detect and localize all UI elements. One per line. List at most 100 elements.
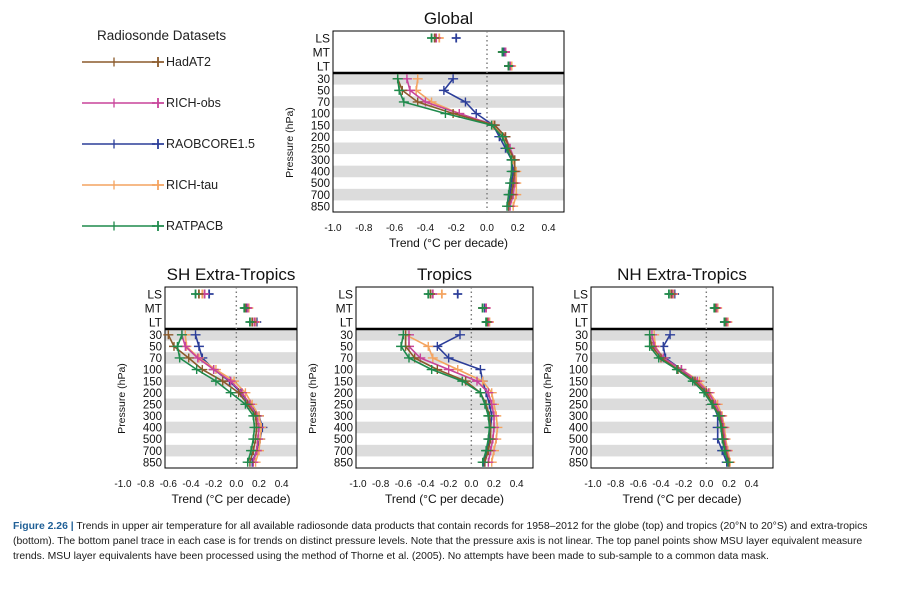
x-tick-label: -0.6 — [630, 479, 648, 490]
x-tick-label: -0.2 — [205, 479, 223, 490]
msu-point-ratpacb — [191, 289, 201, 299]
grid-band — [356, 398, 533, 411]
data-point-ratpacb — [240, 399, 251, 409]
pressure-tick-label: 30 — [340, 330, 353, 342]
x-tick-label: -0.8 — [607, 479, 625, 490]
pressure-tick-label: 50 — [317, 86, 330, 98]
pressure-tick-label: 200 — [569, 388, 588, 400]
grid-band — [333, 165, 564, 178]
x-axis-label: Trend (°C per decade) — [385, 492, 504, 506]
x-tick-label: -0.6 — [386, 223, 404, 234]
grid-band — [591, 329, 773, 341]
data-point-hadat2 — [412, 97, 423, 107]
data-point-raobcore1-5 — [193, 341, 204, 351]
data-point-ratpacb — [426, 365, 437, 375]
x-axis-label: Trend (°C per decade) — [171, 492, 290, 506]
data-point-rich-obs — [443, 365, 454, 375]
x-tick-label: 0.4 — [745, 479, 759, 490]
legend-marker-ratpacb — [152, 221, 164, 231]
data-point-ratpacb — [502, 201, 513, 211]
x-tick-label: -0.8 — [137, 479, 155, 490]
pressure-tick-label: 30 — [149, 330, 162, 342]
x-tick-label: 0.0 — [229, 479, 243, 490]
grid-band — [333, 188, 564, 201]
grid-band — [356, 421, 533, 434]
data-point-rich-obs — [472, 376, 482, 386]
data-point-ratpacb — [486, 120, 497, 130]
panel-title: Global — [424, 9, 473, 28]
pressure-tick-label: 50 — [149, 342, 162, 354]
pressure-tick-label: 70 — [149, 353, 162, 365]
x-tick-label: -0.6 — [160, 479, 178, 490]
grid-band — [165, 398, 297, 411]
figure-canvas: Radiosonde Datasets HadAT2 RICH-obs RAOBCO… — [82, 9, 774, 506]
grid-band — [333, 119, 564, 131]
data-point-ratpacb — [506, 155, 517, 165]
pressure-tick-label: 400 — [569, 423, 588, 435]
data-point-ratpacb — [481, 446, 492, 456]
data-point-ratpacb — [644, 341, 655, 351]
pressure-tick-label: 150 — [143, 376, 162, 388]
pressure-tick-label: 400 — [143, 423, 162, 435]
msu-point-ratpacb — [245, 317, 255, 327]
pressure-tick-label: 300 — [569, 411, 588, 423]
legend-label-raobcore1-5: RAOBCORE1.5 — [166, 137, 255, 151]
data-point-ratpacb — [719, 446, 730, 456]
pressure-tick-label: 250 — [311, 143, 330, 155]
legend-title: Radiosonde Datasets — [97, 28, 226, 43]
panel-title: SH Extra-Tropics — [167, 265, 296, 284]
pressure-tick-label: 300 — [311, 155, 330, 167]
pressure-tick-label: 400 — [311, 167, 330, 179]
panel-title: NH Extra-Tropics — [617, 265, 747, 284]
x-tick-label: -0.6 — [395, 479, 413, 490]
grid-band — [591, 421, 773, 434]
data-point-ratpacb — [477, 457, 488, 467]
data-point-hadat2 — [183, 353, 194, 363]
data-point-ratpacb — [398, 330, 409, 340]
pressure-tick-label: 300 — [334, 411, 353, 423]
msu-label-ls: LS — [315, 32, 330, 46]
pressure-tick-label: 250 — [569, 399, 588, 411]
msu-point-ratpacb — [664, 289, 674, 299]
msu-point-rich-tau — [437, 289, 447, 299]
pressure-tick-label: 700 — [311, 190, 330, 202]
data-point-ratpacb — [699, 388, 710, 398]
pressure-tick-label: 50 — [575, 342, 588, 354]
x-tick-label: -0.8 — [355, 223, 373, 234]
panel-tropics: Tropics LSMTLT305070100150200250300400500… — [307, 265, 534, 506]
data-point-ratpacb — [502, 143, 513, 153]
pressure-tick-label: 100 — [311, 109, 330, 121]
data-point-ratpacb — [506, 166, 517, 176]
grid-band — [591, 352, 773, 364]
msu-point-ratpacb — [481, 317, 491, 327]
data-point-ratpacb — [716, 422, 727, 432]
data-point-ratpacb — [671, 365, 682, 375]
pressure-tick-label: 70 — [317, 97, 330, 109]
x-tick-label: -1.0 — [584, 479, 602, 490]
data-point-ratpacb — [440, 109, 451, 119]
pressure-tick-label: 700 — [569, 446, 588, 458]
legend-label-hadat2: HadAT2 — [166, 55, 211, 69]
x-tick-label: -0.4 — [417, 223, 435, 234]
data-point-ratpacb — [503, 190, 514, 200]
x-tick-label: -0.4 — [417, 479, 435, 490]
data-point-ratpacb — [475, 388, 486, 398]
legend-marker-rich-tau — [152, 180, 164, 190]
pressure-tick-label: 500 — [569, 434, 588, 446]
msu-label-mt: MT — [145, 302, 163, 316]
data-point-rich-tau — [427, 353, 438, 363]
x-tick-label: -1.0 — [324, 223, 342, 234]
pressure-tick-label: 250 — [334, 399, 353, 411]
pressure-tick-label: 200 — [334, 388, 353, 400]
data-point-ratpacb — [176, 330, 187, 340]
legend-marker-rich-obs — [152, 98, 164, 108]
data-point-ratpacb — [687, 376, 698, 386]
pressure-tick-label: 500 — [311, 178, 330, 190]
pressure-tick-label: 150 — [311, 120, 330, 132]
msu-point-ratpacb — [423, 289, 433, 299]
pressure-tick-label: 150 — [334, 376, 353, 388]
msu-point-raobcore1-5 — [451, 33, 461, 43]
y-axis-label: Pressure (hPa) — [307, 363, 319, 434]
x-tick-label: -1.0 — [114, 479, 132, 490]
data-point-hadat2 — [163, 330, 174, 340]
